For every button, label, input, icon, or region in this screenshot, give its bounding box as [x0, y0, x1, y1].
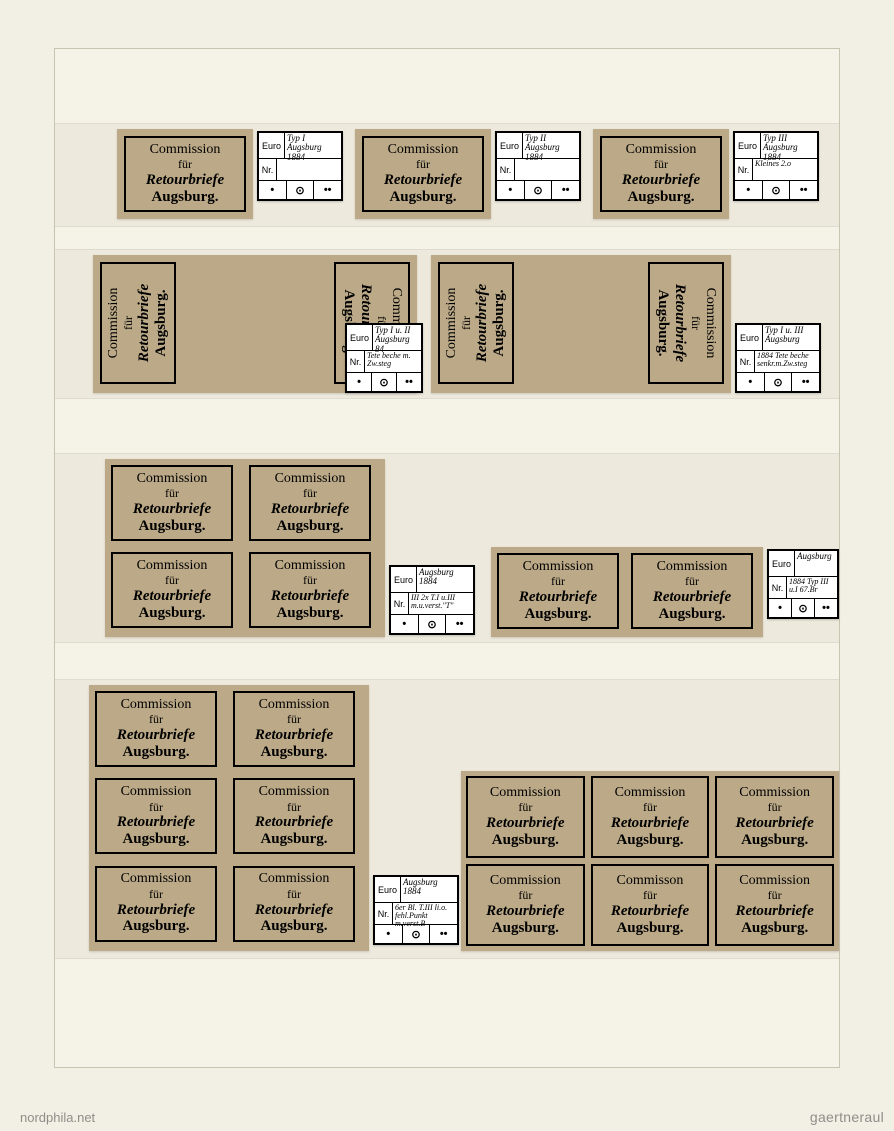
- stamp-box: CommissionfürRetourbriefeAugsburg.: [233, 691, 355, 767]
- album-page-frame: Commission für Retourbriefe Augsburg. Eu…: [54, 48, 840, 1068]
- stamp-line4: Augsburg.: [151, 190, 218, 206]
- stamp-single-1: Commission für Retourbriefe Augsburg.: [117, 129, 253, 219]
- stamp-box: CommissionfürRetourbriefeAugsburg.: [111, 552, 233, 628]
- id-sym-3: ••: [313, 181, 341, 199]
- stamp-box-rotated: Commission für Retourbriefe Augsburg.: [100, 262, 176, 384]
- id-card-1c: EuroTyp III Augsburg 1884 Nr.Kleines 2.o…: [733, 131, 819, 201]
- stamp-box-rotated: Commission für Retourbriefe Augsburg.: [438, 262, 514, 384]
- stamp-box: CommissionfürRetourbriefeAugsburg.: [631, 553, 753, 629]
- stamp-line3: Retourbriefe: [146, 173, 224, 189]
- stamp-box: CommissionfürRetourbriefeAugsburg.: [233, 778, 355, 854]
- stamp-box: CommissionfürRetourbriefeAugsburg.: [591, 776, 710, 858]
- stamp-pair: CommissionfürRetourbriefeAugsburg. Commi…: [491, 547, 763, 637]
- stamp-tetebeche-2: Commission für Retourbriefe Augsburg. Co…: [431, 255, 731, 393]
- stamp-box: CommissionfürRetourbriefeAugsburg.: [466, 864, 585, 946]
- id-nr-label: Nr.: [259, 159, 277, 180]
- stamp-box: CommissionfürRetourbriefeAugsburg.: [95, 778, 217, 854]
- id-sym-1: •: [259, 181, 286, 199]
- id-card-2b: EuroTyp I u. III Augsburg Nr.1884 Tete b…: [735, 323, 821, 393]
- stamp-box: CommissionfürRetourbriefeAugsburg.: [233, 866, 355, 942]
- stamp-box: CommissionfürRetourbriefeAugsburg.: [497, 553, 619, 629]
- footer-watermark: gaertneraul: [810, 1109, 884, 1125]
- id-card-2a: EuroTyp I u. II Augsburg 84 Nr.Tete bech…: [345, 323, 423, 393]
- stamp-block6-vert: CommissionfürRetourbriefeAugsburg. Commi…: [89, 685, 369, 951]
- id-card-1a: Euro Typ I Augsburg 1884 Nr. • ⊙ ••: [257, 131, 343, 201]
- stamp-box: CommissionfürRetourbriefeAugsburg.: [249, 465, 371, 541]
- stamp-box-rotated: Commission für Retourbriefe Augsburg.: [648, 262, 724, 384]
- stamp-box: CommissionfürRetourbriefeAugsburg.: [111, 465, 233, 541]
- stamp-box: CommissionfürRetourbriefeAugsburg.: [249, 552, 371, 628]
- id-euro-label: Euro: [259, 133, 285, 158]
- stamp-box: CommissionfürRetourbriefeAugsburg.: [715, 864, 834, 946]
- stamp-single-3: Commission für Retourbriefe Augsburg.: [593, 129, 729, 219]
- footer-caption: nordphila.net: [20, 1110, 95, 1125]
- stamp-box: CommissionfürRetourbriefeAugsburg.: [715, 776, 834, 858]
- id-sym-2: ⊙: [286, 181, 314, 199]
- stamp-line1: Commission: [150, 143, 221, 158]
- stamp-box: Commission für Retourbriefe Augsburg.: [124, 136, 246, 212]
- stamp-box: Commission für Retourbriefe Augsburg.: [600, 136, 722, 212]
- id-type-text: Typ I Augsburg 1884: [285, 133, 341, 158]
- id-card-4a: EuroAugsburg 1884 Nr.6er Bl. T.III li.o.…: [373, 875, 459, 945]
- stamp-box: CommissionfürRetourbriefeAugsburg.: [95, 866, 217, 942]
- stamp-box: CommissionfürRetourbriefeAugsburg.: [95, 691, 217, 767]
- id-card-1b: EuroTyp II Augsburg 1884 Nr. •⊙••: [495, 131, 581, 201]
- stamp-box: CommissionfürRetourbriefeAugsburg.: [466, 776, 585, 858]
- stamp-line2: für: [178, 158, 192, 171]
- stamp-box-variant: CommissonfürRetourbriefeAugsburg.: [591, 864, 710, 946]
- stamp-block6-horiz: CommissionfürRetourbriefeAugsburg. Commi…: [461, 771, 839, 951]
- id-card-3a: EuroAugsburg 1884 Nr.III 2x T.I u.III m.…: [389, 565, 475, 635]
- stamp-single-2: Commission für Retourbriefe Augsburg.: [355, 129, 491, 219]
- stamp-block4: CommissionfürRetourbriefeAugsburg. Commi…: [105, 459, 385, 637]
- id-card-3b: EuroAugsburg Nr.1884 Typ III u.I 67.Br •…: [767, 549, 839, 619]
- id-note-text: [277, 159, 341, 180]
- stamp-box: Commission für Retourbriefe Augsburg.: [362, 136, 484, 212]
